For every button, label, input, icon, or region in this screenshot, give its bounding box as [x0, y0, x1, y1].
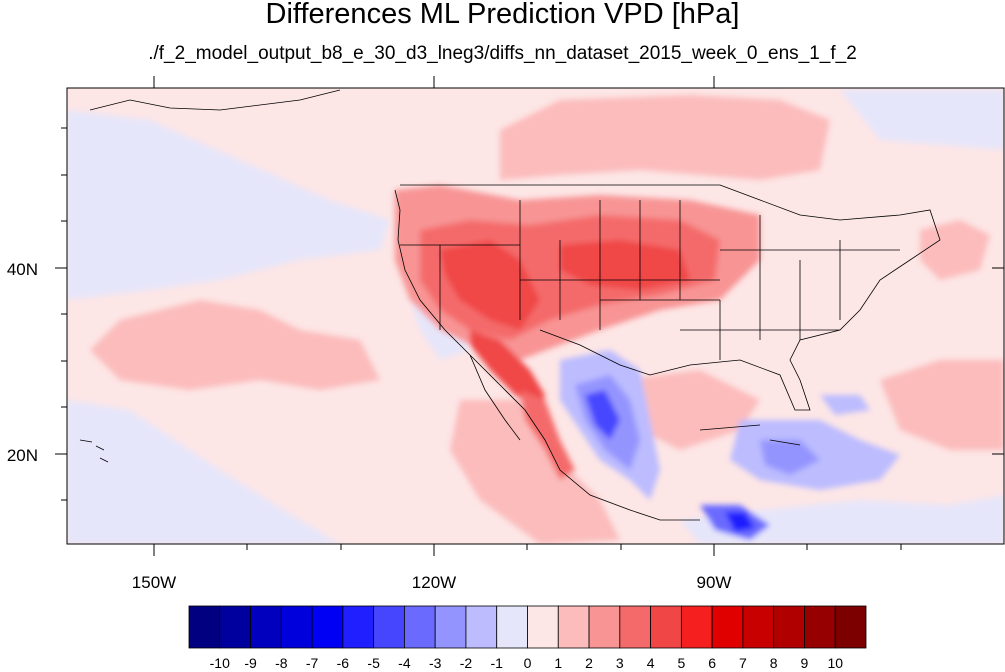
colorbar-swatch: [219, 605, 251, 649]
colorbar-swatch: [404, 605, 436, 649]
colorbar-label: 4: [647, 655, 655, 671]
colorbar-label: -8: [275, 655, 288, 671]
map-subtitle: ./f_2_model_output_b8_e_30_d3_lneg3/diff…: [148, 43, 857, 64]
lon-label-90w: 90W: [697, 573, 732, 592]
colorbar-label: 0: [524, 655, 532, 671]
colorbar-swatch: [373, 605, 405, 649]
colorbar-label: -1: [491, 655, 504, 671]
colorbar-swatch: [527, 605, 559, 649]
colorbar-swatch: [680, 605, 713, 649]
colorbar-swatch: [650, 605, 682, 649]
colorbar-label: 1: [554, 655, 562, 671]
colorbar-label: 7: [739, 655, 747, 671]
lat-label-40n: 40N: [7, 260, 38, 279]
colorbar-swatch: [804, 605, 836, 649]
map-frame: [66, 87, 1005, 545]
vpd-difference-field: [67, 88, 1004, 544]
coastline-borders: [79, 89, 941, 521]
colorbar-swatch: [496, 605, 528, 649]
colorbar-label: -3: [429, 655, 442, 671]
colorbar-label: 3: [616, 655, 624, 671]
colorbar-swatch: [773, 605, 805, 649]
colorbar-label: 10: [827, 655, 843, 671]
colorbar-label: 8: [770, 655, 778, 671]
colorbar-label: -2: [460, 655, 473, 671]
colorbar-swatch: [711, 605, 744, 649]
lon-label-120w: 120W: [412, 573, 456, 592]
colorbar: -10 -9 -8 -7 -6 -5 -4 -3 -2 -1 0 1 2 3 4 5 6 7 8 9 10: [188, 605, 867, 671]
colorbar-label: 9: [801, 655, 809, 671]
colorbar-label: -6: [337, 655, 350, 671]
colorbar-swatch: [834, 605, 867, 649]
colorbar-swatch: [311, 605, 344, 649]
colorbar-label: -10: [210, 655, 230, 671]
colorbar-label: 2: [585, 655, 593, 671]
axis-ticks: [55, 76, 1004, 556]
colorbar-swatch: [342, 605, 375, 649]
colorbar-swatch: [557, 605, 590, 649]
colorbar-swatch: [742, 605, 775, 649]
colorbar-label: -7: [306, 655, 319, 671]
colorbar-swatch: [619, 605, 651, 649]
colorbar-swatch: [465, 605, 498, 649]
colorbar-label: 6: [708, 655, 716, 671]
colorbar-swatch: [588, 605, 621, 649]
colorbar-swatch: [280, 605, 313, 649]
colorbar-swatch: [188, 605, 221, 649]
lat-label-20n: 20N: [7, 446, 38, 465]
colorbar-label: 5: [677, 655, 685, 671]
colorbar-swatch: [434, 605, 467, 649]
colorbar-swatch: [250, 605, 282, 649]
map-title: Differences ML Prediction VPD [hPa]: [265, 0, 740, 30]
colorbar-label: -9: [244, 655, 257, 671]
colorbar-label: -4: [398, 655, 411, 671]
lon-label-150w: 150W: [132, 573, 176, 592]
colorbar-label: -5: [367, 655, 380, 671]
